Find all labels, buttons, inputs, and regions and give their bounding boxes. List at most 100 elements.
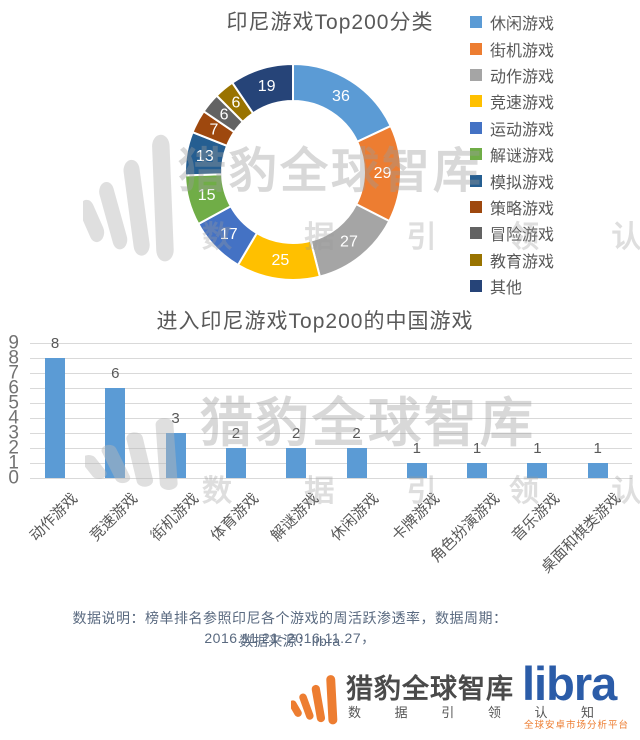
- legend-swatch: [470, 174, 482, 187]
- x-axis-label: 休闲游戏: [328, 490, 383, 545]
- donut-value-label: 27: [340, 233, 358, 250]
- legend-label: 竞速游戏: [490, 95, 555, 113]
- bar-value-label: 8: [50, 335, 60, 352]
- data-note-line1: 数据说明：榜单排名参照印尼各个游戏的周活跃渗透率，数据周期：2016.11.21…: [72, 610, 508, 646]
- donut-value-label: 19: [258, 78, 276, 95]
- donut-value-label: 6: [231, 95, 240, 112]
- donut-chart-title: 印尼游戏Top200分类: [226, 11, 434, 34]
- legend-label: 冒险游戏: [490, 227, 555, 245]
- donut-value-label: 36: [332, 88, 350, 105]
- x-axis-label: 动作游戏: [26, 490, 82, 545]
- bar-音乐游戏: [527, 463, 548, 478]
- gridline: [30, 433, 632, 434]
- legend-label: 运动游戏: [490, 121, 555, 139]
- legend-swatch: [470, 68, 482, 81]
- legend-item: 街机游戏: [470, 35, 554, 61]
- y-axis-tick: 6: [8, 377, 19, 399]
- bar-街机游戏: [165, 433, 186, 478]
- legend-swatch: [470, 121, 482, 134]
- legend-swatch: [470, 95, 482, 108]
- donut-legend: 休闲游戏街机游戏动作游戏竞速游戏运动游戏解谜游戏模拟游戏策略游戏冒险游戏教育游戏…: [470, 9, 554, 299]
- donut-value-label: 29: [374, 165, 392, 182]
- bar-value-label: 6: [111, 365, 120, 382]
- y-axis-tick: 4: [8, 407, 19, 429]
- legend-item: 策略游戏: [470, 194, 554, 220]
- bar-value-label: 1: [593, 440, 602, 457]
- legend-swatch: [470, 227, 482, 240]
- legend-item: 动作游戏: [470, 62, 554, 88]
- bar-chart-title: 进入印尼游戏Top200的中国游戏: [156, 310, 474, 333]
- legend-label: 解谜游戏: [490, 148, 555, 166]
- bar-value-label: 3: [171, 410, 180, 427]
- y-axis-tick: 9: [8, 332, 19, 354]
- bar-体育游戏: [225, 448, 246, 478]
- bar-动作游戏: [45, 358, 65, 478]
- x-axis-label: 体育游戏: [207, 490, 263, 545]
- libra-logo: libra: [522, 657, 617, 710]
- legend-item: 运动游戏: [470, 115, 554, 141]
- gridline: [30, 403, 632, 404]
- legend-label: 动作游戏: [490, 68, 555, 86]
- bar-value-label: 2: [352, 425, 361, 442]
- legend-label: 模拟游戏: [490, 174, 555, 192]
- cheetah-lab-logo-icon: [291, 675, 338, 725]
- bar-value-label: 2: [292, 425, 301, 442]
- legend-swatch: [470, 280, 482, 293]
- legend-swatch: [470, 148, 482, 161]
- gridline: [30, 463, 632, 464]
- legend-item: 休闲游戏: [470, 9, 554, 35]
- legend-item: 其他: [470, 273, 554, 299]
- legend-label: 休闲游戏: [490, 16, 555, 34]
- legend-swatch: [470, 16, 482, 29]
- bar-value-label: 1: [472, 440, 482, 457]
- donut-segment-其他: [230, 62, 294, 115]
- x-axis-label: 音乐游戏: [509, 490, 564, 545]
- legend-label: 教育游戏: [490, 253, 555, 271]
- bar-桌面和棋类游戏: [587, 463, 608, 478]
- x-axis-label: 街机游戏: [147, 490, 202, 545]
- y-axis-tick: 1: [8, 452, 19, 474]
- legend-item: 模拟游戏: [470, 167, 554, 193]
- brand-name: 猎豹全球智库: [346, 674, 514, 704]
- legend-swatch: [470, 42, 482, 55]
- donut-value-label: 13: [196, 148, 214, 165]
- legend-label: 街机游戏: [490, 42, 555, 60]
- y-axis-tick: 8: [8, 347, 19, 369]
- bar-chart: 0 1 2 3 4 5 6 7 8 9 8 动作游戏 6 竞速游戏 3 街机游戏 2 体育游戏 2 解谜游戏 2 休闲游戏…: [0, 332, 640, 607]
- bar-角色扮演游戏: [467, 463, 488, 478]
- bar-休闲游戏: [346, 448, 367, 478]
- legend-swatch: [470, 200, 482, 213]
- bar-卡牌游戏: [406, 463, 427, 478]
- libra-subtitle: 全球安卓市场分析平台: [524, 720, 630, 731]
- legend-item: 教育游戏: [470, 247, 554, 273]
- x-axis-label: 竞速游戏: [86, 490, 142, 545]
- legend-label: 策略游戏: [490, 200, 555, 218]
- y-axis-tick: 3: [8, 422, 19, 444]
- gridline: [30, 388, 632, 389]
- legend-item: 解谜游戏: [470, 141, 554, 167]
- gridline: [30, 478, 632, 479]
- legend-swatch: [470, 253, 482, 266]
- donut-value-label: 6: [220, 106, 229, 123]
- donut-value-label: 17: [220, 226, 238, 243]
- legend-item: 冒险游戏: [470, 220, 554, 246]
- donut-value-label: 25: [271, 252, 289, 269]
- bar-竞速游戏: [105, 388, 126, 478]
- data-note-line2: 数据来源：libra: [239, 633, 341, 649]
- bar-value-label: 2: [231, 425, 241, 442]
- y-axis-tick: 7: [8, 362, 19, 384]
- gridline: [30, 358, 632, 359]
- y-axis-tick: 5: [8, 392, 19, 414]
- x-axis-label: 解谜游戏: [267, 490, 323, 545]
- y-axis-tick: 2: [8, 437, 19, 459]
- gridline: [30, 448, 632, 449]
- bar-value-label: 1: [412, 440, 421, 457]
- gridline: [30, 418, 632, 419]
- bar-value-label: 1: [533, 440, 542, 457]
- x-axis-label: 卡牌游戏: [388, 490, 443, 545]
- legend-item: 竞速游戏: [470, 88, 554, 114]
- gridline: [30, 343, 632, 344]
- bar-解谜游戏: [286, 448, 307, 478]
